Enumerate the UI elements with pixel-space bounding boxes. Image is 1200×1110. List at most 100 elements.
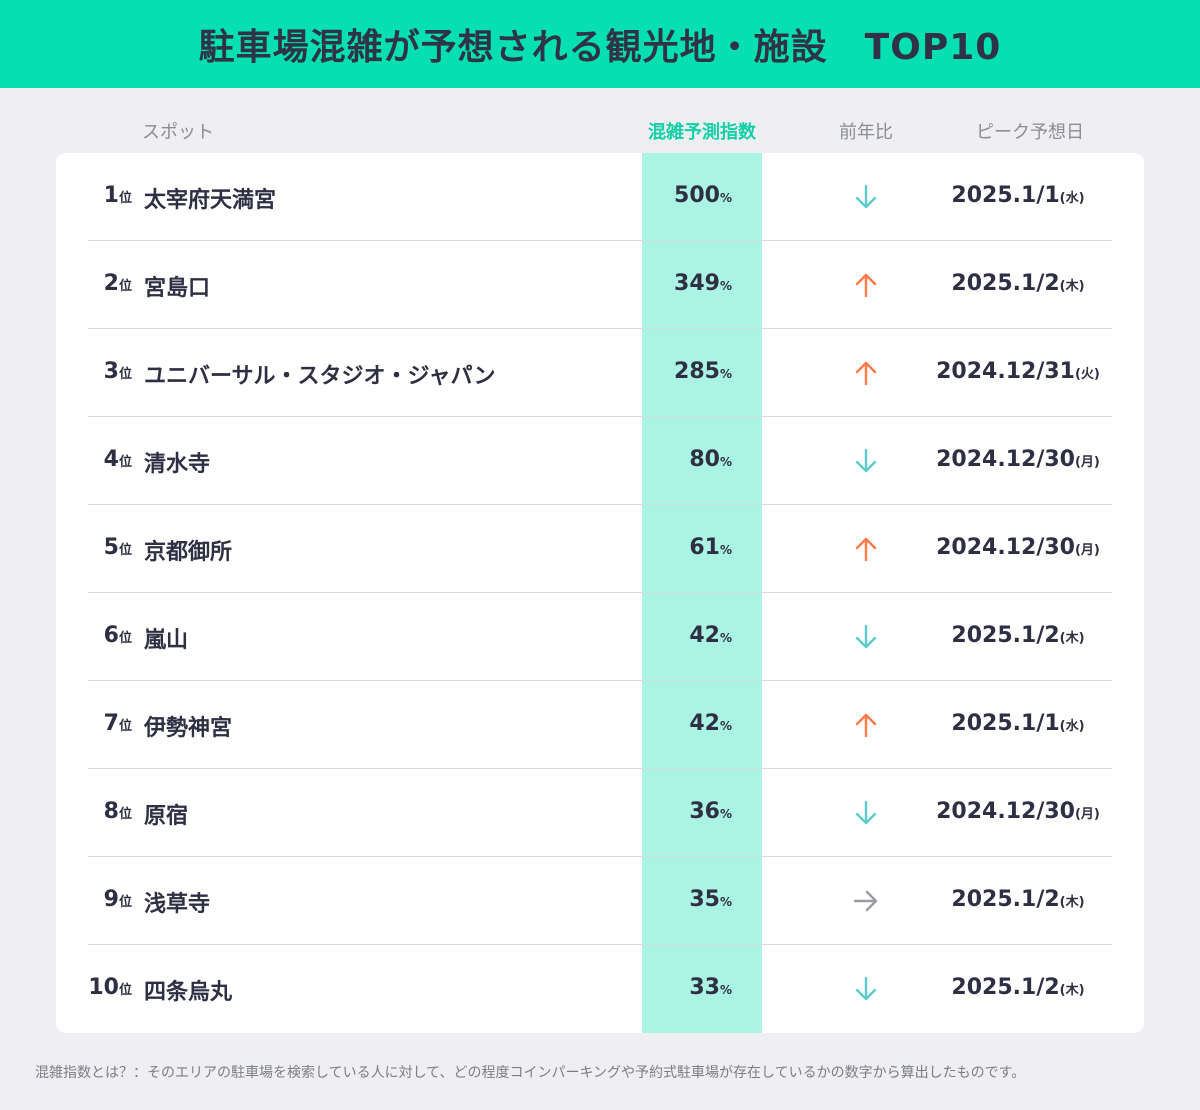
index-cell: 36% [642, 799, 732, 824]
index-value: 349 [674, 271, 720, 296]
row-divider [88, 592, 1112, 593]
rank-number: 9 [103, 887, 119, 912]
index-value: 36 [689, 799, 720, 824]
row-divider [88, 504, 1112, 505]
table-row: 9位 浅草寺 35% 2025.1/2(木) [56, 857, 1144, 945]
peak-date-cell: 2024.12/30(月) [926, 535, 1110, 560]
rank-number: 6 [103, 623, 119, 648]
rank-unit: 位 [118, 279, 132, 294]
table-row: 8位 原宿 36% 2024.12/30(月) [56, 769, 1144, 857]
percent-unit: % [719, 279, 732, 293]
rank-cell: 2位 [76, 271, 132, 296]
weekday: (木) [1059, 279, 1085, 294]
peak-date-cell: 2025.1/2(木) [926, 975, 1110, 1000]
index-cell: 500% [642, 183, 732, 208]
percent-unit: % [719, 455, 732, 469]
rank-number: 5 [103, 535, 119, 560]
rank-unit: 位 [118, 191, 132, 206]
peak-date-cell: 2025.1/2(木) [926, 271, 1110, 296]
index-column-highlight [642, 153, 762, 1033]
percent-unit: % [719, 631, 732, 645]
table-row: 6位 嵐山 42% 2025.1/2(木) [56, 593, 1144, 681]
spot-name: 四条烏丸 [144, 980, 233, 1005]
index-cell: 42% [642, 623, 732, 648]
spot-name: 清水寺 [144, 452, 211, 477]
rank-number: 8 [103, 799, 119, 824]
percent-unit: % [719, 719, 732, 733]
spot-name: 太宰府天満宮 [144, 188, 277, 213]
spot-name: 嵐山 [144, 628, 189, 653]
title-banner: 駐車場混雑が予想される観光地・施設 TOP10 [0, 0, 1200, 88]
rank-unit: 位 [118, 543, 132, 558]
rank-cell: 7位 [76, 711, 132, 736]
percent-unit: % [719, 543, 732, 557]
percent-unit: % [719, 807, 732, 821]
spot-name: 伊勢神宮 [144, 716, 233, 741]
table-row: 2位 宮島口 349% 2025.1/2(木) [56, 241, 1144, 329]
peak-date: 2024.12/30 [936, 447, 1075, 472]
row-divider [88, 416, 1112, 417]
arrow-down-icon [855, 184, 877, 209]
peak-date-cell: 2024.12/31(火) [926, 359, 1110, 384]
rank-cell: 9位 [76, 887, 132, 912]
rank-unit: 位 [118, 895, 132, 910]
index-value: 35 [689, 887, 720, 912]
index-value: 61 [689, 535, 720, 560]
table-row: 3位 ユニバーサル・スタジオ・ジャパン 285% 2024.12/31(火) [56, 329, 1144, 417]
peak-date-cell: 2025.1/2(木) [926, 887, 1110, 912]
weekday: (水) [1059, 191, 1085, 206]
rank-number: 2 [103, 271, 119, 296]
arrow-down-icon [855, 448, 877, 473]
spot-name: 浅草寺 [144, 892, 211, 917]
rank-cell: 1位 [76, 183, 132, 208]
weekday: (木) [1059, 895, 1085, 910]
peak-date: 2024.12/30 [936, 535, 1075, 560]
peak-date: 2024.12/30 [936, 799, 1075, 824]
index-cell: 80% [642, 447, 732, 472]
row-divider [88, 680, 1112, 681]
index-value: 80 [689, 447, 720, 472]
rank-unit: 位 [118, 455, 132, 470]
arrow-up-icon [855, 273, 877, 298]
row-divider [88, 328, 1112, 329]
column-header-row: スポット 混雑予測指数 前年比 ピーク予想日 [0, 118, 1200, 143]
peak-date: 2025.1/1 [951, 711, 1060, 736]
row-divider [88, 768, 1112, 769]
row-divider [88, 856, 1112, 857]
rank-cell: 4位 [76, 447, 132, 472]
rank-unit: 位 [118, 367, 132, 382]
row-divider [88, 240, 1112, 241]
header-peak-date: ピーク予想日 [976, 122, 1084, 143]
index-cell: 33% [642, 975, 732, 1000]
rank-cell: 3位 [76, 359, 132, 384]
weekday: (木) [1059, 631, 1085, 646]
weekday: (月) [1074, 455, 1100, 470]
spot-name: 京都御所 [144, 540, 233, 565]
peak-date: 2025.1/2 [951, 271, 1060, 296]
arrow-down-icon [855, 800, 877, 825]
peak-date-cell: 2025.1/2(木) [926, 623, 1110, 648]
table-row: 1位 太宰府天満宮 500% 2025.1/1(水) [56, 153, 1144, 241]
index-value: 500 [674, 183, 720, 208]
rank-cell: 8位 [76, 799, 132, 824]
spot-name: ユニバーサル・スタジオ・ジャパン [144, 364, 496, 389]
footnote: 混雑指数とは？：そのエリアの駐車場を検索している人に対して、どの程度コインパーキ… [35, 1065, 1026, 1081]
index-value: 285 [674, 359, 720, 384]
rank-unit: 位 [118, 719, 132, 734]
weekday: (月) [1074, 543, 1100, 558]
peak-date: 2024.12/31 [936, 359, 1075, 384]
arrow-up-icon [855, 361, 877, 386]
peak-date: 2025.1/2 [951, 887, 1060, 912]
weekday: (月) [1074, 807, 1100, 822]
rank-cell: 6位 [76, 623, 132, 648]
ranking-table: 1位 太宰府天満宮 500% 2025.1/1(水) 2位 宮島口 349% 2025.1/2… [56, 153, 1144, 1033]
spot-name: 原宿 [144, 804, 189, 829]
index-value: 42 [689, 623, 720, 648]
index-cell: 42% [642, 711, 732, 736]
peak-date-cell: 2025.1/1(水) [926, 183, 1110, 208]
rank-number: 4 [103, 447, 119, 472]
index-cell: 349% [642, 271, 732, 296]
rank-number: 3 [103, 359, 119, 384]
rank-cell: 10位 [76, 975, 132, 1000]
arrow-down-icon [855, 624, 877, 649]
